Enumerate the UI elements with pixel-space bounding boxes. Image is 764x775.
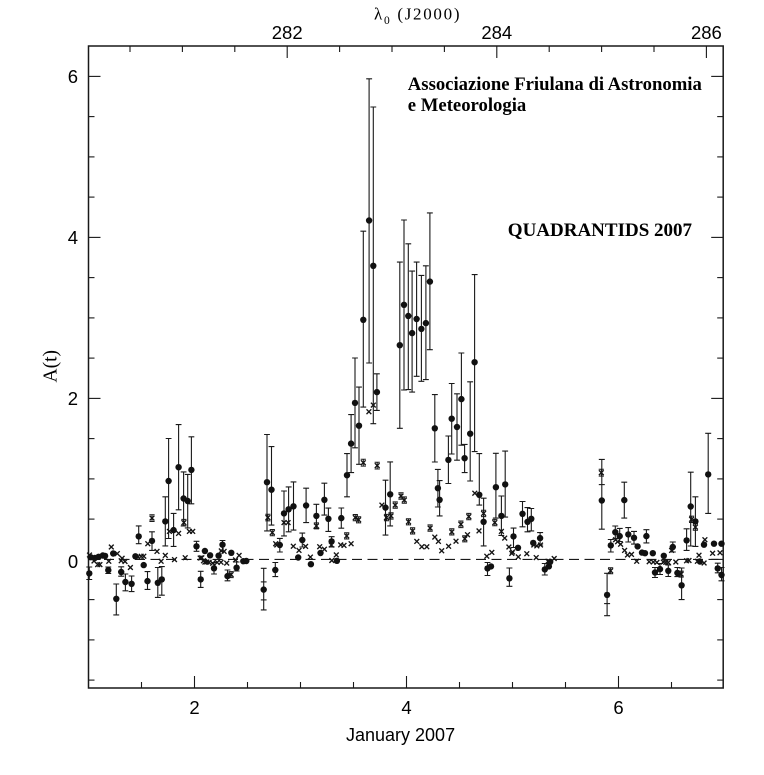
svg-text:6: 6: [613, 697, 623, 718]
svg-text:284: 284: [481, 22, 512, 43]
svg-text:QUADRANTIDS 2007: QUADRANTIDS 2007: [508, 220, 693, 241]
svg-text:286: 286: [691, 22, 722, 43]
svg-text:January 2007: January 2007: [346, 725, 455, 745]
svg-text:4: 4: [401, 697, 411, 718]
svg-text:4: 4: [68, 227, 78, 248]
svg-text:2: 2: [68, 388, 78, 409]
svg-text:282: 282: [272, 22, 303, 43]
svg-text:A(t): A(t): [41, 350, 62, 383]
svg-text:0: 0: [68, 551, 78, 572]
svg-text:2: 2: [189, 697, 199, 718]
svg-text:Associazione Friulana di Astro: Associazione Friulana di Astronomia: [408, 74, 703, 95]
svg-text:e Meteorologia: e Meteorologia: [408, 95, 527, 116]
svg-text:6: 6: [68, 66, 78, 87]
svg-text:λ0 (J2000): λ0 (J2000): [374, 5, 461, 28]
